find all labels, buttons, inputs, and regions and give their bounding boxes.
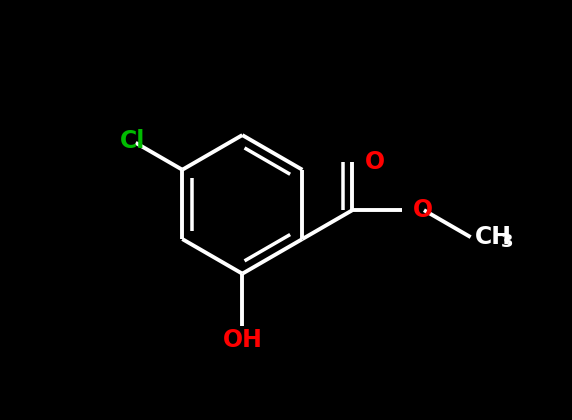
Text: CH: CH: [475, 225, 511, 249]
Text: 3: 3: [500, 233, 513, 251]
Text: Cl: Cl: [120, 129, 145, 153]
Text: OH: OH: [223, 328, 263, 352]
Text: O: O: [365, 150, 385, 174]
Text: O: O: [413, 198, 434, 222]
